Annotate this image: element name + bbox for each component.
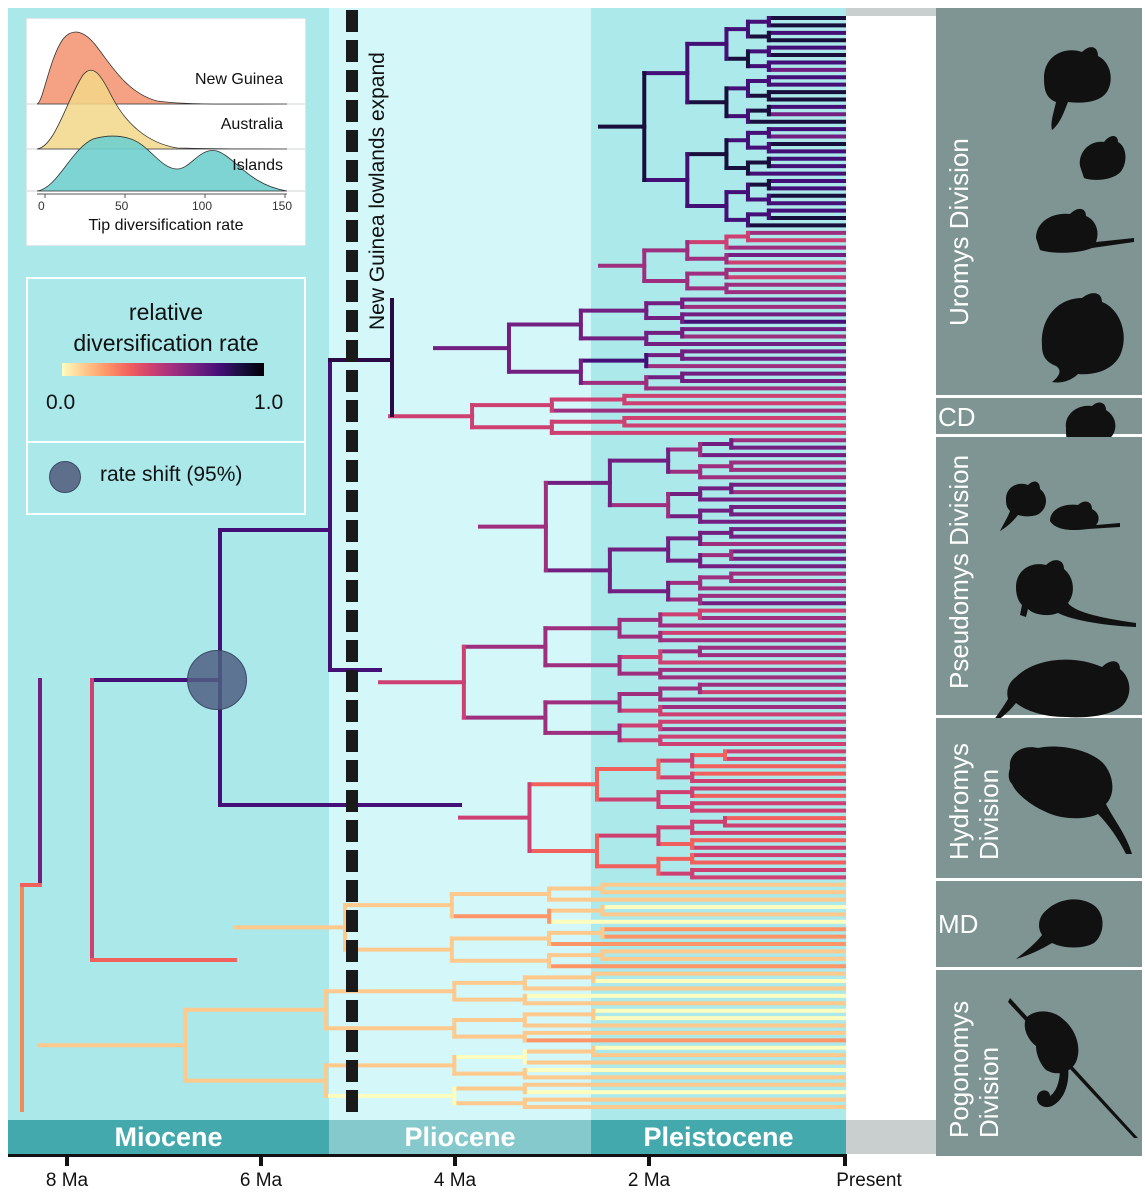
legend-title-line2: diversification rate <box>28 328 304 359</box>
label-column <box>846 8 936 1156</box>
rat-icon <box>1072 126 1132 188</box>
uromys-division-panel: Uromys Division <box>936 8 1142 395</box>
axis-tick <box>843 1154 847 1166</box>
mouse-icon <box>1024 38 1134 134</box>
axis-tick-label: 8 Ma <box>22 1170 112 1192</box>
axis-tick <box>65 1154 69 1166</box>
axis-tick-label: 6 Ma <box>216 1170 306 1192</box>
rat-icon <box>1012 887 1108 963</box>
pliocene-bar: Pliocene <box>329 1120 591 1154</box>
inset-group-label: Islands <box>232 157 283 175</box>
mouse-icon <box>1044 499 1122 533</box>
inset-group-label: Australia <box>221 116 283 134</box>
hydromys-division-label: Hydromys Division <box>944 730 1004 860</box>
axis-tick-label: Present <box>824 1170 914 1192</box>
hopping-mouse-icon <box>1012 557 1140 637</box>
legend-title: relative diversification rate <box>28 297 304 359</box>
lowlands-annotation: New Guinea lowlands expand <box>366 52 390 330</box>
cd-label: CD <box>938 402 976 433</box>
miocene-bar: Miocene <box>8 1120 329 1154</box>
rate-colorbar <box>62 363 264 376</box>
inset-tick-label: 150 <box>272 199 292 213</box>
axis-tick <box>259 1154 263 1166</box>
water-rat-icon <box>1002 738 1136 858</box>
present-bar <box>846 1120 936 1154</box>
md-panel: MD <box>936 881 1142 967</box>
axis-tick <box>453 1154 457 1166</box>
inset-x-label: Tip diversification rate <box>27 217 305 235</box>
pogonomys-division-label: Pogonomys Division <box>944 968 1004 1138</box>
legend-title-line1: relative <box>28 297 304 328</box>
legend-divider <box>28 441 304 443</box>
density-inset: New Guinea Australia Islands 0 50 100 15… <box>26 18 306 246</box>
md-label: MD <box>938 909 978 940</box>
colorbar-min-label: 0.0 <box>46 391 75 415</box>
uromys-division-label: Uromys Division <box>944 138 975 326</box>
inset-tick-label: 100 <box>192 199 212 213</box>
hydromys-division-panel: Hydromys Division <box>936 718 1142 878</box>
inset-group-label: New Guinea <box>195 71 283 89</box>
axis-tick <box>647 1154 651 1166</box>
rate-shift-legend-marker <box>49 461 81 493</box>
tree-mouse-icon <box>1006 988 1140 1138</box>
legend: relative diversification rate 0.0 1.0 ra… <box>26 277 306 515</box>
lowlands-dashed-line <box>346 10 358 1150</box>
axis-tick-label: 2 Ma <box>604 1170 694 1192</box>
pleistocene-bar: Pleistocene <box>591 1120 846 1154</box>
pseudomys-division-label: Pseudomys Division <box>944 455 975 689</box>
pogonomys-division-panel: Pogonomys Division <box>936 970 1142 1156</box>
giant-rat-icon <box>1032 286 1136 386</box>
rat-icon <box>1030 204 1140 258</box>
axis-tick-label: 4 Ma <box>410 1170 500 1192</box>
inset-tick-label: 0 <box>38 199 45 213</box>
colorbar-max-label: 1.0 <box>254 391 283 415</box>
time-axis <box>8 1154 846 1157</box>
pseudomys-division-panel: Pseudomys Division <box>936 437 1142 715</box>
inset-tick-label: 50 <box>115 199 128 213</box>
rate-shift-legend-label: rate shift (95%) <box>100 463 242 487</box>
present-strip <box>846 8 936 16</box>
rate-shift-marker <box>187 650 247 710</box>
